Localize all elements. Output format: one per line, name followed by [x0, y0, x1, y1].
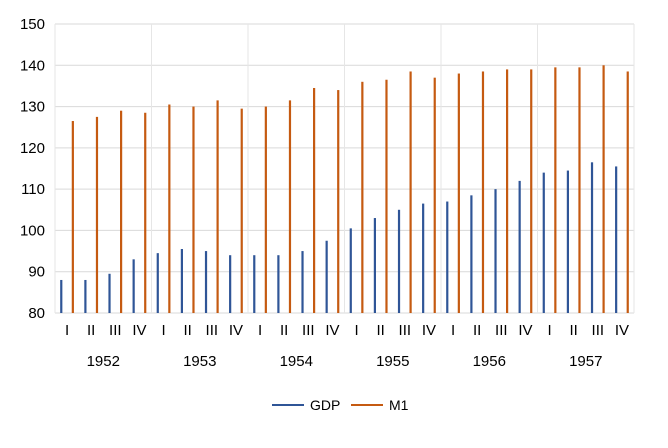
y-tick-label: 110 [21, 181, 45, 198]
x-tick-quarter: III [206, 322, 219, 339]
bar-gdp-7 [229, 255, 232, 313]
bar-gdp-15 [422, 203, 425, 313]
bar-gdp-13 [373, 218, 376, 313]
bar-m1-2 [120, 110, 123, 313]
legend-label: M1 [389, 397, 409, 413]
legend: GDP M1 [272, 397, 409, 413]
x-tick-quarter: IV [422, 322, 436, 339]
bar-gdp-1 [84, 279, 87, 313]
x-tick-quarter: IV [229, 322, 243, 339]
bar-m1-10 [313, 87, 316, 314]
x-tick-quarter: I [258, 322, 262, 339]
x-tick-quarter: I [451, 322, 455, 339]
bar-m1-21 [578, 67, 581, 313]
bar-m1-13 [385, 79, 388, 314]
bar-m1-5 [192, 106, 195, 313]
bar-gdp-17 [470, 195, 473, 313]
bar-gdp-18 [494, 189, 497, 313]
bar-m1-14 [409, 71, 412, 313]
bars [60, 65, 629, 314]
bar-gdp-22 [590, 162, 594, 313]
x-tick-quarter: II [87, 322, 95, 339]
bar-gdp-23 [615, 166, 618, 313]
bar-gdp-0 [60, 279, 63, 313]
x-tick-quarter: II [473, 322, 481, 339]
bar-gdp-5 [180, 249, 183, 313]
bar-gdp-20 [542, 172, 545, 313]
x-tick-quarter: II [184, 322, 192, 339]
y-tick-label: 80 [28, 305, 45, 322]
x-tick-year: 1953 [183, 353, 216, 370]
x-tick-quarter: II [570, 322, 578, 339]
bar-m1-15 [433, 77, 436, 313]
x-tick-quarter: I [161, 322, 165, 339]
bar-m1-7 [240, 108, 243, 313]
bar-m1-16 [457, 73, 460, 313]
x-tick-quarter: I [547, 322, 551, 339]
bar-m1-6 [216, 100, 219, 313]
x-tick-quarter: II [377, 322, 385, 339]
x-tick-quarter: IV [132, 322, 146, 339]
gridlines [54, 23, 635, 314]
x-tick-quarter: III [302, 322, 315, 339]
bar-gdp-2 [108, 273, 111, 313]
y-axis: 80 90 100 110 120 130 140 150 [20, 16, 45, 322]
x-tick-quarter: IV [518, 322, 532, 339]
x-tick-year: 1957 [569, 353, 602, 370]
y-tick-label: 140 [20, 57, 45, 74]
bar-gdp-9 [277, 255, 280, 313]
bar-m1-4 [168, 104, 171, 313]
legend-label: GDP [310, 397, 340, 413]
bar-m1-22 [602, 65, 605, 313]
x-tick-year: 1952 [87, 353, 120, 370]
bar-gdp-11 [325, 240, 328, 313]
bar-gdp-16 [446, 201, 449, 313]
x-tick-quarter: II [280, 322, 288, 339]
x-tick-year: 1956 [473, 353, 506, 370]
bar-gdp-8 [253, 255, 256, 313]
bar-gdp-19 [518, 180, 521, 313]
bar-m1-20 [554, 67, 557, 313]
bar-m1-11 [337, 90, 340, 313]
bar-m1-12 [361, 81, 364, 313]
y-tick-label: 90 [28, 264, 45, 281]
legend-item-m1: M1 [351, 397, 409, 413]
x-axis: I II III IV I II III IV I II III IV I II III IV I II III IV… [65, 322, 629, 370]
bar-gdp-6 [204, 251, 208, 313]
x-tick-year: 1955 [376, 353, 409, 370]
x-tick-quarter: I [354, 322, 358, 339]
bar-gdp-10 [301, 251, 304, 313]
x-tick-quarter: III [495, 322, 508, 339]
y-tick-label: 130 [20, 99, 45, 116]
x-tick-quarter: III [592, 322, 605, 339]
bar-m1-1 [95, 116, 99, 313]
bar-gdp-3 [132, 259, 135, 313]
y-tick-label: 150 [20, 16, 45, 33]
bar-gdp-21 [566, 170, 569, 313]
y-tick-label: 120 [20, 140, 45, 157]
x-tick-quarter: IV [325, 322, 339, 339]
x-tick-quarter: I [65, 322, 69, 339]
bar-m1-3 [144, 112, 147, 313]
bar-m1-17 [481, 71, 485, 313]
x-tick-quarter: III [399, 322, 412, 339]
bar-m1-8 [264, 106, 267, 313]
bar-m1-9 [288, 100, 292, 313]
bar-gdp-12 [349, 228, 352, 313]
legend-item-gdp: GDP [272, 397, 340, 413]
y-tick-label: 100 [20, 222, 45, 239]
bar-gdp-4 [156, 253, 159, 313]
bar-m1-19 [530, 69, 533, 313]
bar-m1-23 [626, 71, 629, 313]
x-tick-year: 1954 [280, 353, 313, 370]
x-tick-quarter: IV [615, 322, 629, 339]
bar-gdp-14 [397, 209, 401, 313]
bar-m1-18 [506, 69, 509, 313]
x-tick-quarter: III [109, 322, 122, 339]
bar-m1-0 [71, 121, 74, 314]
